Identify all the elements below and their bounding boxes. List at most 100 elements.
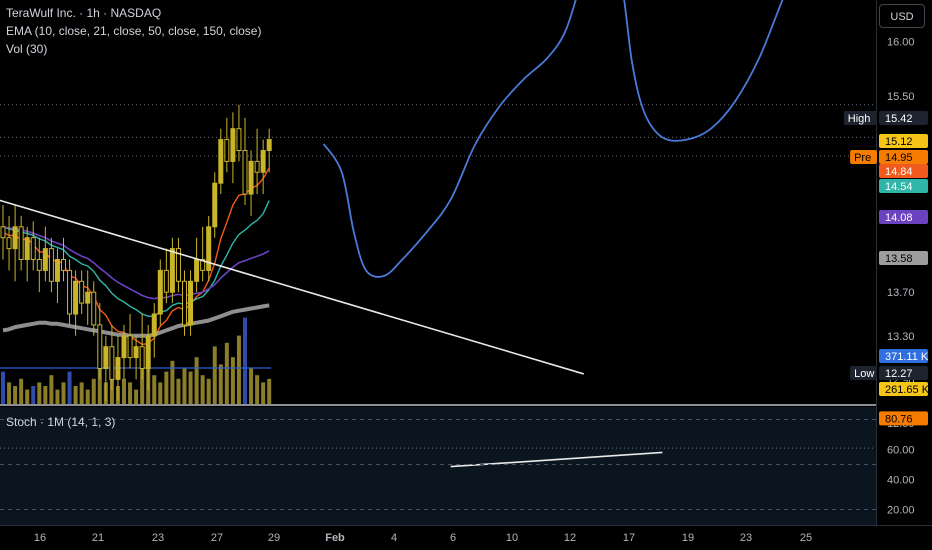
volume-bar bbox=[188, 371, 193, 404]
candle[interactable] bbox=[85, 270, 91, 325]
volume-bar bbox=[261, 382, 266, 404]
volume-bar bbox=[182, 368, 187, 404]
candle[interactable] bbox=[79, 270, 85, 314]
price-tag-label: Pre bbox=[854, 152, 871, 164]
candle[interactable] bbox=[260, 139, 266, 195]
candle[interactable] bbox=[121, 324, 127, 380]
time-tick-label: 17 bbox=[623, 532, 635, 544]
candle-body bbox=[109, 346, 115, 380]
price-tag-box bbox=[879, 111, 928, 125]
candle[interactable] bbox=[6, 215, 12, 271]
price-tag-box bbox=[879, 179, 928, 193]
price-tag-value: 371.11 K bbox=[885, 351, 929, 363]
candle[interactable] bbox=[212, 172, 218, 238]
descending-trendline[interactable] bbox=[0, 199, 585, 375]
ema-legend[interactable]: EMA (10, close, 21, close, 50, close, 15… bbox=[6, 24, 262, 38]
candle[interactable] bbox=[12, 205, 18, 282]
candle[interactable] bbox=[218, 128, 224, 195]
price-tag-value: 15.12 bbox=[885, 136, 913, 148]
candle[interactable] bbox=[242, 117, 248, 205]
candle[interactable] bbox=[103, 335, 109, 402]
candle[interactable] bbox=[109, 324, 115, 391]
candle[interactable] bbox=[248, 150, 254, 216]
candle[interactable] bbox=[224, 117, 230, 173]
price-tag-box bbox=[879, 164, 928, 178]
volume-bar bbox=[267, 378, 272, 404]
stoch-indicator bbox=[0, 419, 876, 510]
projection-curve[interactable] bbox=[322, 0, 820, 278]
candle[interactable] bbox=[139, 314, 145, 380]
candle[interactable] bbox=[24, 226, 30, 282]
candle[interactable] bbox=[115, 335, 121, 402]
candle-body bbox=[254, 160, 260, 173]
candle[interactable] bbox=[30, 221, 36, 271]
candle[interactable] bbox=[157, 259, 163, 325]
candle[interactable] bbox=[61, 237, 66, 282]
candle-body bbox=[18, 226, 24, 261]
stoch-legend[interactable]: Stoch · 1M (14, 1, 3) bbox=[6, 415, 116, 429]
candle[interactable] bbox=[42, 226, 48, 282]
candle[interactable] bbox=[97, 303, 103, 380]
volume-bar bbox=[25, 389, 30, 404]
candle[interactable] bbox=[54, 248, 60, 304]
candle[interactable] bbox=[230, 112, 236, 184]
candle[interactable] bbox=[169, 237, 175, 304]
candle[interactable] bbox=[145, 324, 151, 391]
volume-bar bbox=[206, 378, 211, 404]
candle-body bbox=[12, 226, 18, 250]
price-tag-label-box bbox=[850, 366, 877, 380]
volume-bar bbox=[67, 371, 72, 404]
candle[interactable] bbox=[175, 237, 181, 293]
low-tag: 12.27 Low bbox=[850, 366, 928, 380]
candles[interactable] bbox=[0, 104, 272, 402]
drawings[interactable] bbox=[0, 0, 820, 468]
candle[interactable] bbox=[48, 237, 54, 293]
candle-body bbox=[127, 335, 133, 359]
ema50-line bbox=[2, 226, 270, 300]
volume-bar bbox=[152, 375, 157, 404]
candle[interactable] bbox=[188, 270, 194, 336]
volume-bar bbox=[243, 317, 247, 404]
volume-bar bbox=[97, 357, 102, 404]
candle[interactable] bbox=[36, 237, 42, 293]
volume-bar bbox=[37, 382, 42, 404]
price-tag-value: 12.27 bbox=[885, 368, 913, 380]
candle[interactable] bbox=[0, 205, 6, 260]
price-tag-value: 80.76 bbox=[885, 413, 913, 425]
candle[interactable] bbox=[254, 128, 260, 195]
candle-body bbox=[54, 259, 60, 282]
candle[interactable] bbox=[182, 270, 187, 336]
candle[interactable] bbox=[91, 281, 97, 336]
price-tag-box bbox=[879, 382, 928, 396]
lower-trendline[interactable] bbox=[450, 451, 663, 468]
candle[interactable] bbox=[206, 215, 212, 282]
candle-body bbox=[188, 280, 194, 326]
candle[interactable] bbox=[127, 314, 133, 369]
candle-body bbox=[248, 160, 254, 195]
candle-body bbox=[91, 291, 97, 326]
candle[interactable] bbox=[73, 270, 79, 336]
time-tick-label: 25 bbox=[800, 532, 812, 544]
candle-body bbox=[236, 128, 242, 151]
candle[interactable] bbox=[67, 259, 73, 325]
volume-bar bbox=[134, 389, 139, 404]
volume-legend[interactable]: Vol (30) bbox=[6, 42, 48, 56]
price-tag-value: 13.58 bbox=[885, 253, 913, 265]
time-tick-label: 23 bbox=[740, 532, 752, 544]
candle[interactable] bbox=[200, 226, 206, 282]
currency-button[interactable]: USD bbox=[879, 4, 925, 28]
candle[interactable] bbox=[151, 303, 157, 358]
volume-bar bbox=[1, 371, 5, 404]
candle[interactable] bbox=[266, 128, 272, 173]
candle[interactable] bbox=[163, 248, 169, 304]
volume-bar bbox=[194, 357, 199, 404]
candle-body bbox=[115, 357, 121, 380]
candle-body bbox=[266, 139, 272, 152]
time-axis[interactable]: 16 21 23 27 29 Feb 4 6 10 12 17 19 23 25 bbox=[34, 532, 812, 544]
candle[interactable] bbox=[236, 104, 242, 162]
symbol-legend[interactable]: TeraWulf Inc. · 1h · NASDAQ bbox=[6, 6, 162, 20]
time-tick-label: 16 bbox=[34, 532, 46, 544]
candle[interactable] bbox=[18, 215, 24, 271]
candle[interactable] bbox=[133, 335, 139, 380]
